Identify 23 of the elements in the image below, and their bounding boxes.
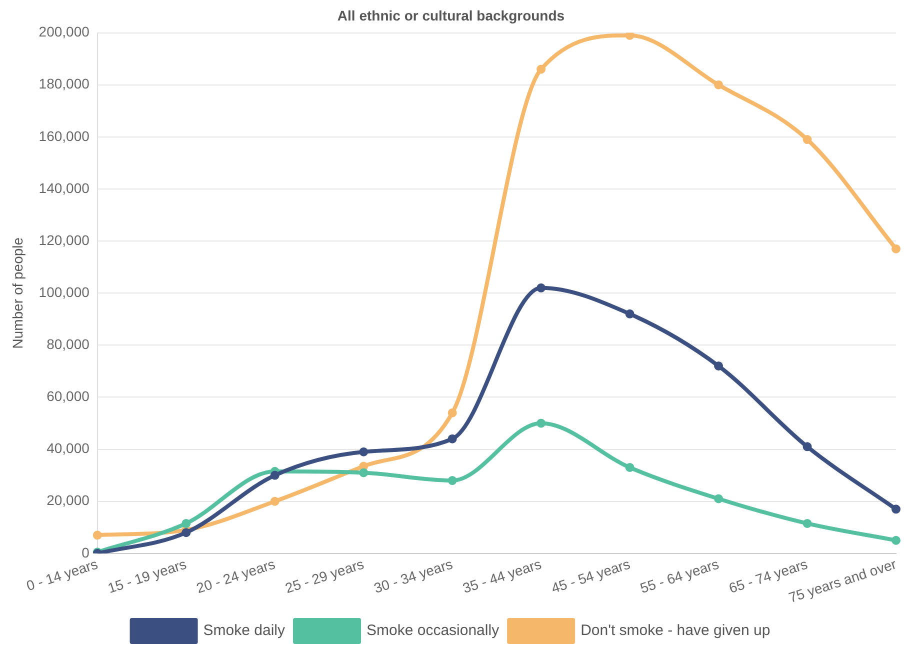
x-tick-label: 20 - 24 years [194, 556, 277, 596]
y-tick-label: 0 [82, 544, 90, 560]
x-tick-label: 15 - 19 years [106, 556, 188, 596]
y-tick-label: 60,000 [46, 388, 90, 404]
y-tick-label: 180,000 [38, 76, 90, 92]
x-tick-label: 35 - 44 years [460, 556, 544, 596]
y-tick-label: 160,000 [38, 128, 90, 144]
legend-label: Don't smoke - have given up [580, 622, 770, 640]
y-tick-label: 120,000 [38, 232, 90, 248]
y-tick-label: 100,000 [38, 284, 90, 300]
x-tick-label: 55 - 64 years [638, 556, 721, 596]
x-tick-label: 25 - 29 years [283, 556, 366, 596]
y-tick-label: 20,000 [46, 492, 90, 508]
y-tick-label: 140,000 [38, 180, 90, 196]
legend-label: Smoke occasionally [366, 622, 500, 640]
y-tick-label: 80,000 [46, 336, 90, 352]
x-tick-label: 30 - 34 years [372, 556, 454, 596]
chart-title: All ethnic or cultural backgrounds [337, 7, 565, 24]
y-tick-label: 40,000 [46, 440, 90, 456]
y-tick-label: 200,000 [38, 24, 90, 40]
y-axis-title: Number of people [9, 237, 26, 349]
legend-label: Smoke daily [203, 622, 286, 640]
x-tick-label: 45 - 54 years [549, 556, 632, 596]
